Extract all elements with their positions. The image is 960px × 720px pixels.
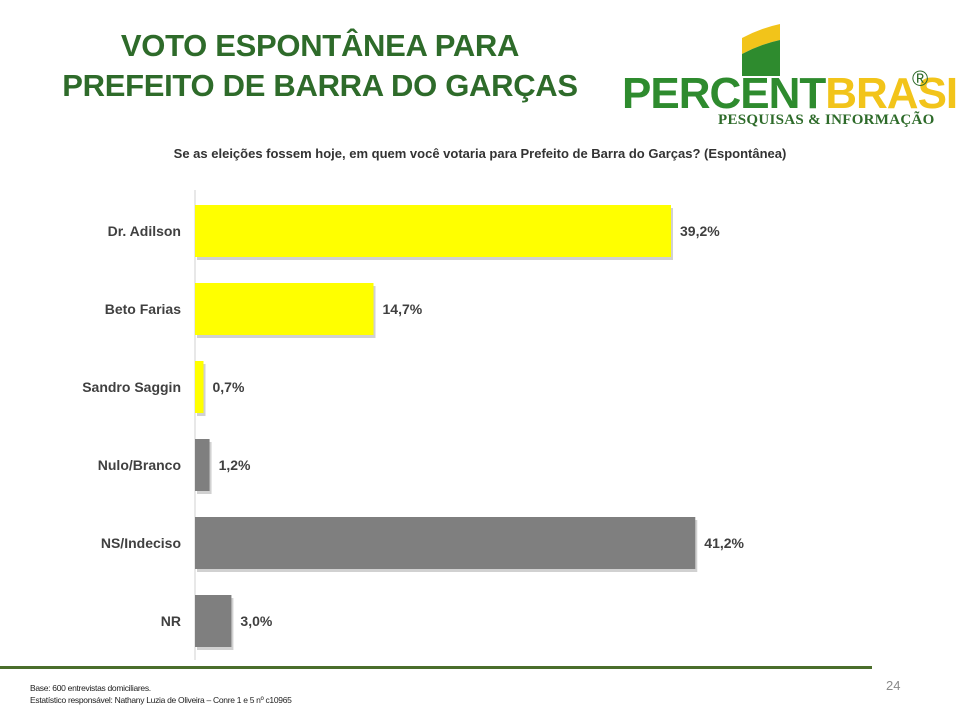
title-line-2: PREFEITO DE BARRA DO GARÇAS [62, 68, 578, 103]
data-label: 14,7% [383, 301, 423, 317]
bar-5 [195, 595, 232, 647]
category-label: NS/Indeciso [101, 535, 181, 551]
bar-1 [195, 283, 374, 335]
data-label: 3,0% [240, 613, 272, 629]
logo-tagline: PESQUISAS & INFORMAÇÃO [718, 112, 935, 128]
data-label: 1,2% [219, 457, 251, 473]
category-label: NR [161, 613, 181, 629]
bar-0 [195, 205, 671, 257]
logo-brasil-text: BRASIL [825, 69, 960, 118]
bar-4 [195, 517, 696, 569]
data-label: 0,7% [213, 379, 245, 395]
category-label: Dr. Adilson [108, 223, 181, 239]
footnote-base: Base: 600 entrevistas domiciliares. [30, 683, 151, 693]
bar-chart: Dr. Adilson 39,2% Beto Farias 14,7% Sandro S… [82, 190, 745, 660]
category-label: Nulo/Branco [98, 457, 181, 473]
data-label: 41,2% [704, 535, 744, 551]
registered-mark: ® [912, 66, 929, 91]
logo-wordmark: PERCENTBRASIL [622, 70, 960, 118]
footnote-statistician: Estatístico responsável: Nathany Luzia d… [30, 695, 292, 705]
data-label: 39,2% [680, 223, 720, 239]
bar-2 [195, 361, 204, 413]
page-number: 24 [886, 678, 901, 693]
footer-divider [0, 666, 872, 669]
title-line-1: VOTO ESPONTÂNEA PARA [120, 28, 520, 63]
bar-3 [195, 439, 210, 491]
logo-percent-text: PERCENT [622, 69, 826, 118]
category-label: Sandro Saggin [82, 379, 181, 395]
slide-title: VOTO ESPONTÂNEA PARA PREFEITO DE BARRA D… [30, 26, 610, 106]
category-label: Beto Farias [105, 301, 181, 317]
logo-flag-icon [742, 24, 780, 76]
chart-question: Se as eleições fossem hoje, em quem você… [173, 146, 787, 161]
percentbrasil-logo: PERCENTBRASIL ® PESQUISAS & INFORMAÇÃO [622, 20, 960, 140]
footnote: Base: 600 entrevistas domiciliares. Esta… [30, 682, 292, 706]
